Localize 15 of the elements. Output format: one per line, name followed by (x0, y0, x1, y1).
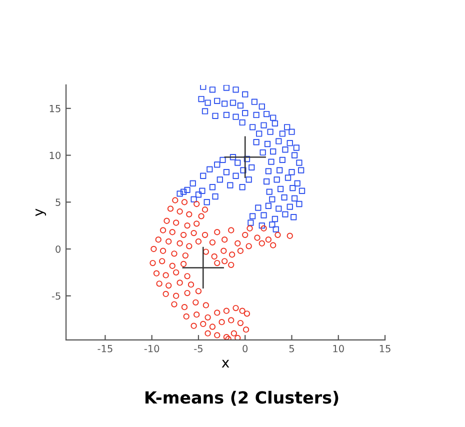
x-tick-label: 5 (289, 345, 294, 352)
y-tick-label: 15 (50, 105, 60, 112)
y-tick-label: 0 (56, 245, 61, 253)
x-tick-label: -10 (144, 344, 160, 352)
y-tick-label: -5 (52, 292, 60, 300)
x-axis-title: x (222, 360, 230, 368)
x-tick-label: -5 (194, 345, 202, 352)
y-tick-label: 5 (56, 198, 60, 206)
y-tick-label: 10 (50, 152, 61, 160)
x-tick-label: 15 (380, 345, 390, 352)
x-tick-label: 0 (242, 344, 248, 352)
text: K-means (2 Clusters) (146, 390, 338, 406)
y-axis-title: y (36, 208, 46, 216)
x-tick-label: 10 (333, 344, 344, 352)
x-tick-label: -15 (98, 345, 112, 352)
